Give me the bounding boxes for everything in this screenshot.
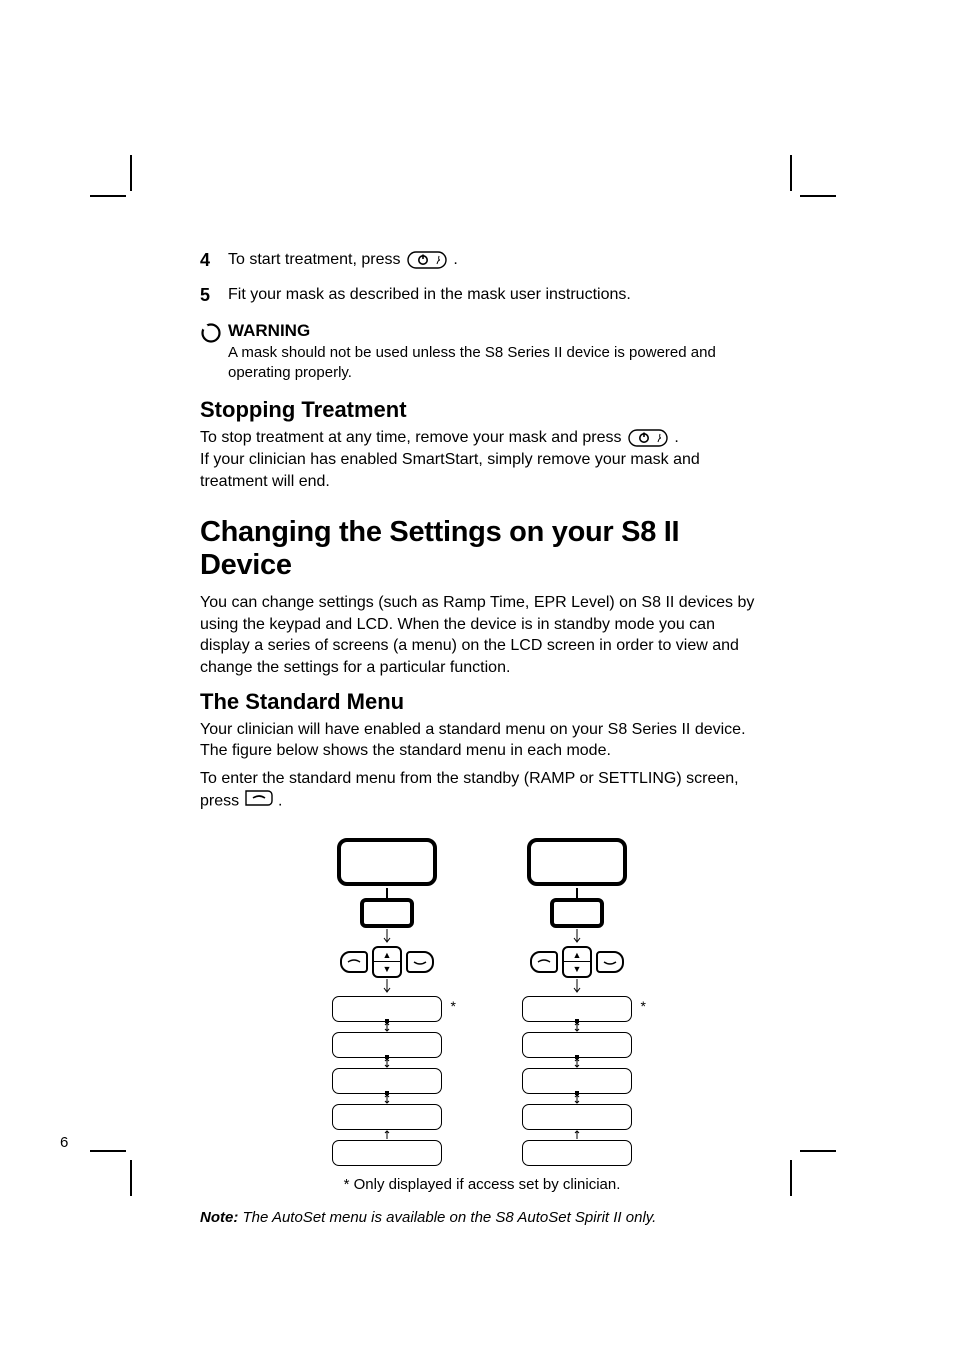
step-number: 4 <box>200 250 228 271</box>
warning-title: WARNING <box>228 320 764 343</box>
updown-arrow-icon <box>383 1022 391 1032</box>
menu-item-box <box>522 996 632 1022</box>
menu-diagram: ▲▼ * <box>200 838 764 1166</box>
page: 4 To start treatment, press . 5 Fit your… <box>0 0 954 1351</box>
connector <box>386 888 388 898</box>
changing-para: You can change settings (such as Ramp Ti… <box>200 592 764 678</box>
note-line: Note: The AutoSet menu is available on t… <box>200 1209 764 1226</box>
screen-box <box>527 838 627 886</box>
stopping-heading: Stopping Treatment <box>200 397 764 423</box>
power-button-icon <box>628 429 668 447</box>
down-arrow-icon <box>573 928 581 946</box>
updown-arrow-icon <box>573 1022 581 1032</box>
right-button-icon <box>596 951 624 973</box>
warning-block: WARNING A mask should not be used unless… <box>200 320 764 383</box>
crop-mark <box>790 155 792 191</box>
changing-heading: Changing the Settings on your S8 II Devi… <box>200 516 764 582</box>
step-5: 5 Fit your mask as described in the mask… <box>200 285 764 306</box>
list-row: * <box>332 996 442 1022</box>
step-4-text-before: To start treatment, press <box>228 251 405 268</box>
menu-item-box <box>332 996 442 1022</box>
stopping-line1-before: To stop treatment at any time, remove yo… <box>200 429 626 446</box>
diagram-column: ▲▼ * <box>522 838 632 1166</box>
updown-arrow-icon <box>383 1094 391 1104</box>
up-arrow-icon <box>383 1130 391 1140</box>
up-down-button-icon: ▲▼ <box>562 946 592 978</box>
step-text: Fit your mask as described in the mask u… <box>228 285 631 306</box>
menu-item-box <box>522 1032 632 1058</box>
crop-mark <box>800 1150 836 1152</box>
crop-mark <box>130 155 132 191</box>
note-text: The AutoSet menu is available on the S8 … <box>238 1209 656 1226</box>
crop-mark <box>800 195 836 197</box>
warning-body: WARNING A mask should not be used unless… <box>228 320 764 383</box>
menu-item-box <box>332 1032 442 1058</box>
menu-item-box <box>332 1068 442 1094</box>
crop-mark <box>90 195 126 197</box>
nav-row: ▲▼ <box>530 946 624 978</box>
list-row: * <box>522 996 632 1022</box>
diagram-footnote: * Only displayed if access set by clinic… <box>200 1176 764 1193</box>
updown-arrow-icon <box>573 1094 581 1104</box>
crop-mark <box>90 1150 126 1152</box>
stopping-line1-after: . <box>674 429 678 446</box>
up-arrow-icon <box>573 1130 581 1140</box>
crop-mark <box>130 1160 132 1196</box>
stopping-line2: If your clinician has enabled SmartStart… <box>200 451 700 490</box>
left-button-icon <box>340 951 368 973</box>
standard-menu-para1: Your clinician will have enabled a stand… <box>200 719 764 762</box>
menu-item-box <box>522 1104 632 1130</box>
down-arrow-icon <box>573 978 581 996</box>
standard-menu-para2-after: . <box>278 793 282 810</box>
menu-item-box <box>522 1140 632 1166</box>
updown-arrow-icon <box>383 1058 391 1068</box>
asterisk: * <box>451 998 456 1014</box>
menu-item-box <box>522 1068 632 1094</box>
standard-menu-para2: To enter the standard menu from the stan… <box>200 768 764 814</box>
menu-item-box <box>332 1140 442 1166</box>
updown-arrow-icon <box>573 1058 581 1068</box>
screen-box <box>337 838 437 886</box>
step-4-text-after: . <box>453 251 457 268</box>
right-button-icon <box>406 951 434 973</box>
screen-box-small <box>360 898 414 928</box>
note-label: Note: <box>200 1209 238 1226</box>
step-4: 4 To start treatment, press . <box>200 250 764 271</box>
warning-icon <box>200 320 228 383</box>
menu-item-box <box>332 1104 442 1130</box>
down-arrow-icon <box>383 928 391 946</box>
step-number: 5 <box>200 285 228 306</box>
left-button-icon <box>530 951 558 973</box>
step-text: To start treatment, press . <box>228 250 458 271</box>
connector <box>576 888 578 898</box>
nav-row: ▲▼ <box>340 946 434 978</box>
stopping-para: To stop treatment at any time, remove yo… <box>200 427 764 492</box>
warning-text: A mask should not be used unless the S8 … <box>228 343 764 384</box>
diagram-column: ▲▼ * <box>332 838 442 1166</box>
page-number: 6 <box>60 1134 68 1151</box>
standard-menu-heading: The Standard Menu <box>200 689 764 715</box>
power-button-icon <box>407 251 447 269</box>
down-arrow-icon <box>383 978 391 996</box>
menu-button-icon <box>244 789 274 814</box>
crop-mark <box>790 1160 792 1196</box>
screen-box-small <box>550 898 604 928</box>
asterisk: * <box>641 998 646 1014</box>
up-down-button-icon: ▲▼ <box>372 946 402 978</box>
